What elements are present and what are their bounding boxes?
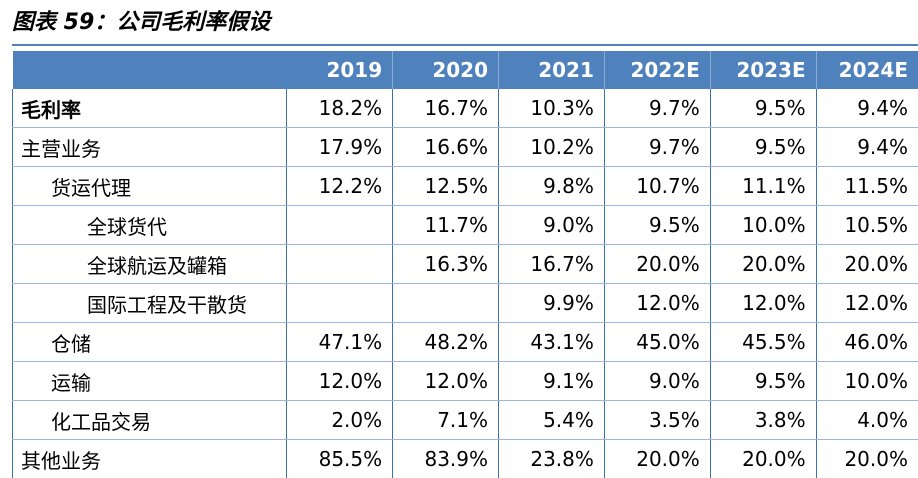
row-label: 主营业务 bbox=[13, 128, 287, 167]
table-cell: 9.4% bbox=[816, 128, 918, 167]
table-cell: 16.3% bbox=[393, 245, 499, 284]
table-cell: 9.4% bbox=[816, 89, 918, 128]
table-cell: 12.0% bbox=[604, 284, 710, 323]
table-cell bbox=[287, 245, 393, 284]
figure-title: 图表 59：公司毛利率假设 bbox=[12, 6, 270, 40]
table-cell: 11.1% bbox=[710, 167, 816, 206]
table-row: 国际工程及干散货 9.9% 12.0% 12.0% 12.0% bbox=[13, 284, 918, 323]
table-cell: 9.0% bbox=[604, 362, 710, 401]
table-cell: 9.5% bbox=[710, 362, 816, 401]
table-cell: 17.9% bbox=[287, 128, 393, 167]
table-row: 全球货代 11.7% 9.0% 9.5% 10.0% 10.5% bbox=[13, 206, 918, 245]
table-cell: 9.5% bbox=[710, 89, 816, 128]
header-year-cell: 2023E bbox=[710, 51, 816, 89]
header-year-cell: 2022E bbox=[604, 51, 710, 89]
table-cell: 20.0% bbox=[710, 245, 816, 284]
table-cell: 9.5% bbox=[710, 128, 816, 167]
table-row: 化工品交易 2.0% 7.1% 5.4% 3.5% 3.8% 4.0% bbox=[13, 401, 918, 440]
table-cell: 7.1% bbox=[393, 401, 499, 440]
table-cell: 9.8% bbox=[499, 167, 605, 206]
table-cell: 10.2% bbox=[499, 128, 605, 167]
row-label: 其他业务 bbox=[13, 440, 287, 478]
header-year-cell: 2024E bbox=[816, 51, 918, 89]
table-cell: 12.2% bbox=[287, 167, 393, 206]
table-row: 货运代理 12.2% 12.5% 9.8% 10.7% 11.1% 11.5% bbox=[13, 167, 918, 206]
table-cell: 20.0% bbox=[816, 440, 918, 478]
header-year-cell: 2019 bbox=[287, 51, 393, 89]
table-cell: 47.1% bbox=[287, 323, 393, 362]
table-cell: 20.0% bbox=[604, 440, 710, 478]
table-cell: 23.8% bbox=[499, 440, 605, 478]
table-row: 毛利率 18.2% 16.7% 10.3% 9.7% 9.5% 9.4% bbox=[13, 89, 918, 128]
table-cell: 10.0% bbox=[710, 206, 816, 245]
table-cell: 16.7% bbox=[499, 245, 605, 284]
table-cell: 85.5% bbox=[287, 440, 393, 478]
gross-margin-table: 2019 2020 2021 2022E 2023E 2024E 毛利率 18.… bbox=[12, 51, 918, 478]
row-label: 货运代理 bbox=[13, 167, 287, 206]
table-cell: 16.6% bbox=[393, 128, 499, 167]
table-cell: 5.4% bbox=[499, 401, 605, 440]
row-label: 毛利率 bbox=[13, 89, 287, 128]
table-row: 仓储 47.1% 48.2% 43.1% 45.0% 45.5% 46.0% bbox=[13, 323, 918, 362]
table-cell: 12.0% bbox=[287, 362, 393, 401]
table-cell bbox=[393, 284, 499, 323]
table-cell: 45.5% bbox=[710, 323, 816, 362]
table-cell: 9.1% bbox=[499, 362, 605, 401]
table-cell: 2.0% bbox=[287, 401, 393, 440]
table-row: 全球航运及罐箱 16.3% 16.7% 20.0% 20.0% 20.0% bbox=[13, 245, 918, 284]
table-cell: 3.5% bbox=[604, 401, 710, 440]
table-row: 主营业务 17.9% 16.6% 10.2% 9.7% 9.5% 9.4% bbox=[13, 128, 918, 167]
table-cell: 43.1% bbox=[499, 323, 605, 362]
table-cell: 10.5% bbox=[816, 206, 918, 245]
table-cell: 48.2% bbox=[393, 323, 499, 362]
row-label: 运输 bbox=[13, 362, 287, 401]
table-cell: 9.0% bbox=[499, 206, 605, 245]
table-cell: 20.0% bbox=[604, 245, 710, 284]
row-label: 全球货代 bbox=[13, 206, 287, 245]
table-cell: 10.3% bbox=[499, 89, 605, 128]
header-label-cell bbox=[13, 51, 287, 89]
table-cell: 3.8% bbox=[710, 401, 816, 440]
table-cell: 4.0% bbox=[816, 401, 918, 440]
table-cell: 10.7% bbox=[604, 167, 710, 206]
row-label: 国际工程及干散货 bbox=[13, 284, 287, 323]
table-cell: 83.9% bbox=[393, 440, 499, 478]
title-rule bbox=[12, 44, 918, 46]
table-cell: 11.7% bbox=[393, 206, 499, 245]
table-cell: 10.0% bbox=[816, 362, 918, 401]
table-cell: 20.0% bbox=[710, 440, 816, 478]
table-cell: 16.7% bbox=[393, 89, 499, 128]
table-cell: 9.7% bbox=[604, 128, 710, 167]
table-row: 其他业务 85.5% 83.9% 23.8% 20.0% 20.0% 20.0% bbox=[13, 440, 918, 478]
table-row: 运输 12.0% 12.0% 9.1% 9.0% 9.5% 10.0% bbox=[13, 362, 918, 401]
table-header-row: 2019 2020 2021 2022E 2023E 2024E bbox=[13, 51, 918, 89]
table-cell: 9.7% bbox=[604, 89, 710, 128]
row-label: 全球航运及罐箱 bbox=[13, 245, 287, 284]
table-cell: 12.0% bbox=[710, 284, 816, 323]
table-cell: 45.0% bbox=[604, 323, 710, 362]
table-cell: 46.0% bbox=[816, 323, 918, 362]
table-cell: 12.0% bbox=[393, 362, 499, 401]
table-cell: 20.0% bbox=[816, 245, 918, 284]
header-year-cell: 2020 bbox=[393, 51, 499, 89]
row-label: 化工品交易 bbox=[13, 401, 287, 440]
table-cell bbox=[287, 206, 393, 245]
header-year-cell: 2021 bbox=[499, 51, 605, 89]
table-cell bbox=[287, 284, 393, 323]
row-label: 仓储 bbox=[13, 323, 287, 362]
table-cell: 11.5% bbox=[816, 167, 918, 206]
table-cell: 9.5% bbox=[604, 206, 710, 245]
table-cell: 12.0% bbox=[816, 284, 918, 323]
table-cell: 18.2% bbox=[287, 89, 393, 128]
table-cell: 12.5% bbox=[393, 167, 499, 206]
table-cell: 9.9% bbox=[499, 284, 605, 323]
